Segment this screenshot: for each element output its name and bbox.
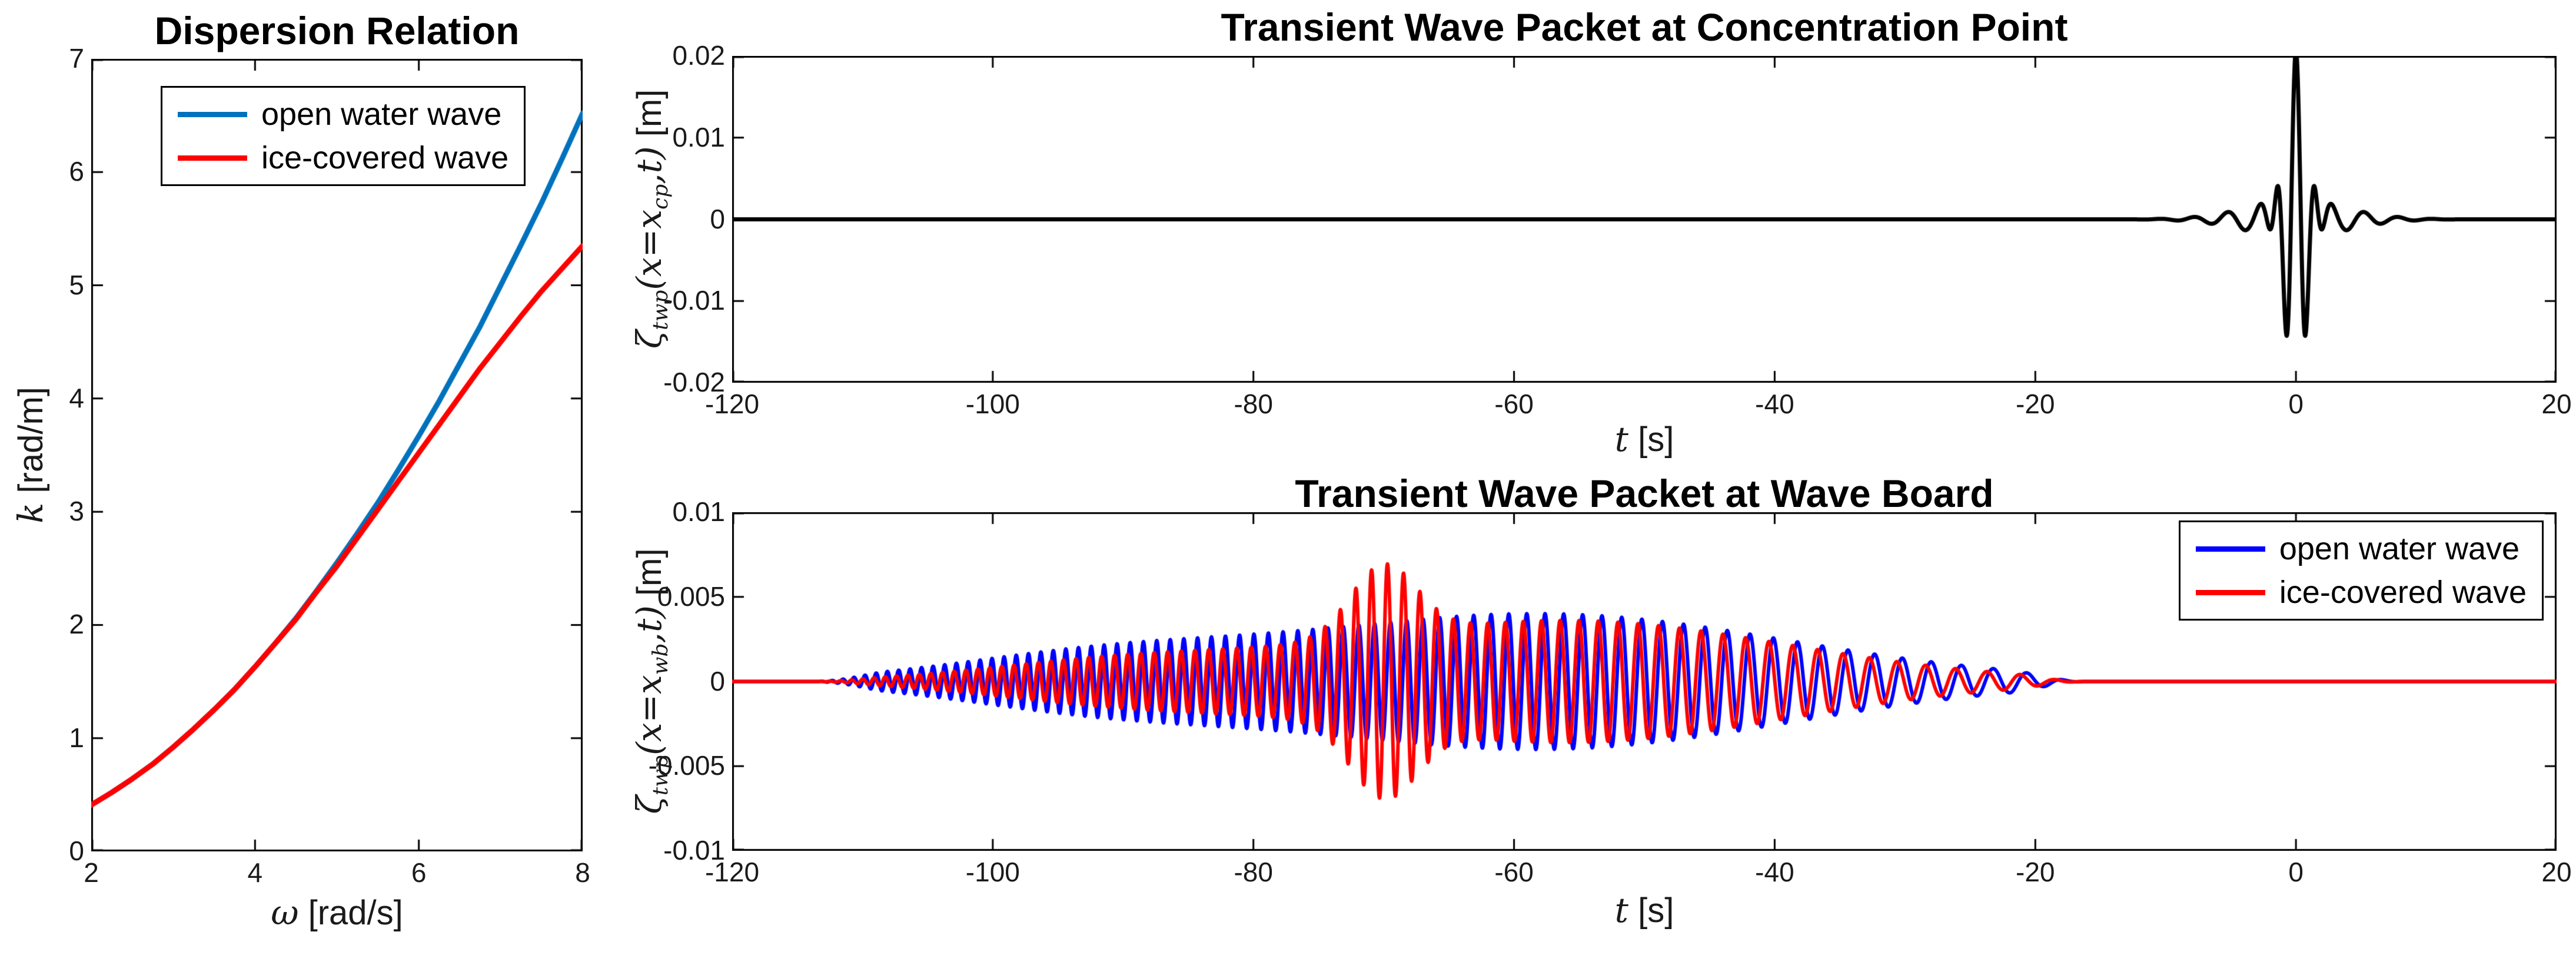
concentration-point-chart-title: Transient Wave Packet at Concentration P…	[1221, 5, 2068, 49]
y-tick-label: 1	[69, 722, 84, 753]
y-tick-label: 0.01	[672, 121, 725, 152]
y-tick-label: -0.02	[663, 367, 725, 397]
y-tick-label: 0	[710, 203, 725, 234]
x-tick-label: -40	[1755, 857, 1794, 887]
dispersion-x-axis-label: ω [rad/s]	[91, 893, 583, 933]
concentration-point-plot-area	[732, 56, 2557, 383]
x-tick-label: -80	[1234, 857, 1273, 887]
legend: open water wave ice-covered wave	[2178, 520, 2544, 621]
x-tick-label: 8	[575, 857, 590, 888]
x-tick-label: 4	[247, 857, 263, 888]
label-part: t	[1614, 890, 1628, 930]
legend-item-label: open water wave	[261, 97, 502, 132]
x-tick-label: -20	[2016, 857, 2055, 887]
legend-item: open water wave	[178, 96, 508, 132]
legend-item: ice-covered wave	[2195, 574, 2527, 611]
x-tick-label: 0	[2288, 389, 2304, 419]
y-tick-label: 4	[69, 382, 84, 413]
dispersion-chart-title: Dispersion Relation	[154, 9, 520, 52]
x-tick-label: 2	[84, 857, 99, 888]
legend: open water wave ice-covered wave	[161, 86, 526, 186]
x-tick-label: -100	[965, 857, 1020, 887]
dispersion-relation-panel: Dispersion Relation k [rad/m] open water…	[0, 0, 730, 955]
label-part: t	[1614, 419, 1628, 459]
label-part: ζ	[629, 795, 670, 814]
y-tick-label: 2	[69, 609, 84, 640]
label-part: [rad/s]	[298, 894, 403, 932]
x-tick-label: -100	[965, 389, 1020, 419]
x-tick-label: -120	[704, 857, 760, 887]
x-tick-label: 20	[2541, 389, 2572, 419]
wave-board-plot-area: open water wave ice-covered wave	[732, 512, 2557, 851]
y-tick-label: -0.01	[663, 835, 725, 866]
y-tick-label: 7	[69, 43, 84, 74]
y-tick-label: 0.005	[657, 581, 725, 612]
concentration-point-panel: Transient Wave Packet at Concentration P…	[618, 0, 2576, 471]
label-part: ω	[271, 893, 299, 933]
dispersion-canvas	[91, 59, 583, 851]
y-tick-label: 5	[69, 269, 84, 300]
label-part: [s]	[1628, 420, 1674, 459]
legend-item: ice-covered wave	[178, 140, 508, 176]
legend-line-sample	[178, 155, 247, 161]
label-part: ζ	[629, 330, 670, 349]
legend-item-label: ice-covered wave	[2279, 575, 2527, 610]
x-tick-label: -60	[1494, 857, 1534, 887]
x-tick-label: -40	[1755, 389, 1794, 419]
twp-concentration-point-canvas	[732, 56, 2557, 383]
x-tick-label: -120	[704, 389, 760, 419]
label-part: [s]	[1628, 891, 1674, 930]
wave-board-chart-title: Transient Wave Packet at Wave Board	[1295, 472, 1994, 515]
y-tick-label: -0.005	[648, 750, 725, 781]
y-tick-label: 0	[710, 665, 725, 697]
wave-board-x-axis-label: t [s]	[732, 890, 2557, 930]
y-tick-label: 0.02	[672, 40, 725, 71]
x-tick-label: 0	[2288, 857, 2304, 887]
x-tick-label: -20	[2016, 389, 2055, 419]
y-tick-label: -0.01	[663, 285, 725, 316]
y-tick-label: 3	[69, 496, 84, 527]
legend-line-sample	[2195, 589, 2265, 595]
wave-board-panel: Transient Wave Packet at Wave Board ζtwp…	[618, 471, 2576, 955]
y-tick-label: 6	[69, 156, 84, 187]
x-tick-label: -80	[1234, 389, 1273, 419]
legend-item-label: open water wave	[2279, 531, 2520, 566]
legend-item: open water wave	[2195, 530, 2527, 567]
legend-item-label: ice-covered wave	[261, 140, 509, 175]
y-tick-label: 0	[69, 835, 84, 866]
x-tick-label: 20	[2541, 857, 2572, 887]
y-tick-label: 0.01	[672, 496, 725, 527]
legend-line-sample	[2195, 546, 2265, 552]
x-tick-label: -60	[1494, 389, 1534, 419]
x-tick-label: 6	[411, 857, 427, 888]
legend-line-sample	[178, 111, 247, 117]
dispersion-plot-area: open water wave ice-covered wave	[91, 59, 583, 851]
concentration-point-x-axis-label: t [s]	[732, 419, 2557, 459]
